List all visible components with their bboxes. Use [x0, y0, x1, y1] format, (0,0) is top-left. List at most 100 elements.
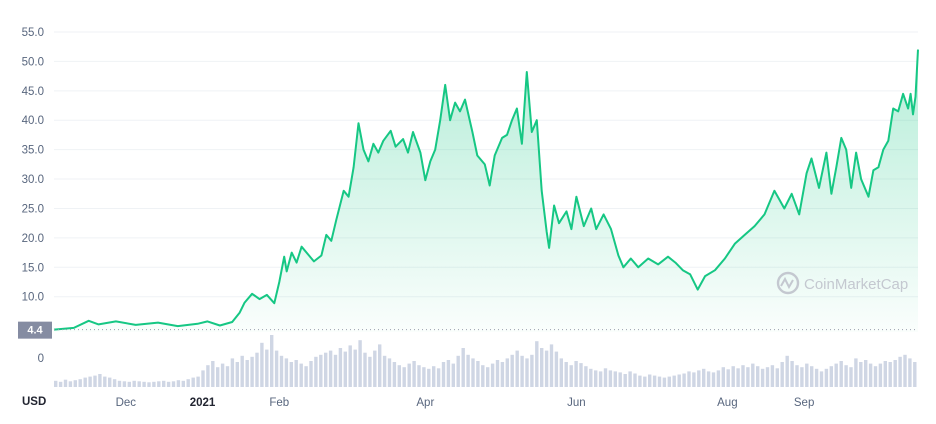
current-price-marker: 4.4	[18, 321, 918, 339]
volume-bar	[333, 354, 338, 387]
volume-bar	[657, 376, 662, 387]
volume-bar	[741, 365, 745, 387]
y-tick-label: 15.0	[22, 262, 44, 274]
volume-bar	[142, 381, 146, 387]
volume-bar	[643, 376, 647, 387]
volume-bar	[819, 371, 824, 387]
volume-bar	[368, 356, 372, 387]
volume-bar	[530, 354, 534, 387]
volume-bar	[363, 352, 367, 387]
volume-bar	[279, 355, 284, 387]
volume-bar	[559, 358, 563, 387]
currency-label: USD	[22, 396, 46, 408]
volume-bar	[800, 367, 804, 387]
volume-bar	[328, 350, 333, 387]
volume-bar	[829, 366, 833, 387]
volume-bar	[127, 381, 131, 387]
volume-bar	[868, 363, 873, 387]
price-series-line	[53, 49, 919, 331]
volume-bar	[849, 367, 853, 387]
volume-bar	[721, 367, 725, 387]
volume-bar	[873, 366, 878, 387]
volume-bar	[603, 368, 608, 387]
volume-bar	[864, 360, 868, 387]
volume-bar	[137, 381, 141, 387]
volume-bar	[436, 368, 441, 387]
volume-bar	[265, 349, 269, 387]
volume-bar	[240, 355, 244, 387]
volume-bar	[500, 362, 505, 387]
volume-bar	[898, 356, 902, 387]
volume-zero-label: 0	[38, 353, 44, 365]
volume-bar	[186, 379, 190, 387]
x-tick-label: Sep	[794, 397, 814, 409]
volume-bar	[456, 355, 460, 387]
volume-bar	[289, 362, 293, 387]
x-tick-label: Feb	[269, 397, 289, 409]
x-tick-label: Dec	[116, 397, 137, 409]
volume-bar	[54, 380, 58, 387]
volume-bar	[220, 363, 225, 387]
y-axis: 55.0 50.0 45.0 40.0 35.0 30.0 25.0 20.0 15.0 10.0	[22, 27, 44, 304]
volume-bar	[648, 374, 652, 387]
volume-bar	[913, 362, 917, 387]
volume-bar	[103, 376, 107, 387]
volume-bar	[682, 373, 686, 387]
volume-bar	[510, 354, 514, 387]
volume-bar	[304, 366, 308, 387]
volume-bar	[618, 372, 622, 387]
volume-bar	[893, 360, 897, 387]
volume-bar	[554, 351, 559, 387]
volume-bar	[201, 370, 205, 387]
volume-bar	[486, 367, 490, 387]
volume-bar	[697, 370, 701, 387]
volume-bar	[407, 363, 411, 387]
volume-bar	[294, 360, 298, 387]
volume-bar	[382, 355, 387, 387]
volume-bar	[579, 363, 583, 387]
volume-bar	[412, 361, 416, 387]
volume-bar	[564, 362, 568, 387]
volume-bar	[324, 352, 328, 387]
volume-bar	[613, 371, 617, 387]
volume-bar	[756, 366, 760, 387]
volume-bar	[844, 365, 848, 387]
x-tick-label: Apr	[416, 397, 434, 409]
watermark-text: CoinMarketCap	[804, 276, 908, 293]
y-tick-label: 45.0	[22, 86, 44, 98]
y-tick-label: 20.0	[22, 233, 44, 245]
volume-bar	[461, 348, 465, 387]
volume-bar	[166, 381, 171, 387]
y-tick-label: 40.0	[22, 115, 44, 127]
volume-bar	[598, 371, 603, 387]
x-tick-label: 2021	[190, 397, 216, 409]
volume-bar	[805, 363, 809, 387]
volume-bar	[319, 354, 323, 387]
volume-bar	[112, 379, 117, 387]
volume-bar	[98, 374, 102, 387]
volume-bar	[397, 365, 401, 387]
volume-bar	[785, 355, 789, 387]
volume-bar	[495, 360, 500, 387]
volume-bar	[520, 355, 524, 387]
volume-bar	[780, 362, 784, 387]
volume-bar	[63, 379, 68, 387]
volume-bar	[432, 366, 436, 387]
volume-bar	[476, 361, 480, 387]
x-tick-label: Aug	[717, 397, 737, 409]
volume-bar	[662, 377, 667, 387]
volume-bar	[230, 358, 235, 387]
volume-bar	[73, 380, 77, 387]
volume-bar	[378, 344, 382, 387]
volume-bar	[451, 363, 455, 387]
volume-bar	[157, 381, 161, 387]
volume-bar	[515, 350, 519, 387]
price-area	[54, 49, 918, 332]
volume-bar	[206, 365, 210, 387]
volume-bar	[525, 358, 529, 387]
volume-bar	[108, 377, 112, 387]
volume-bar	[446, 360, 451, 387]
current-price-value: 4.4	[27, 325, 43, 337]
volume-bar	[93, 375, 97, 387]
